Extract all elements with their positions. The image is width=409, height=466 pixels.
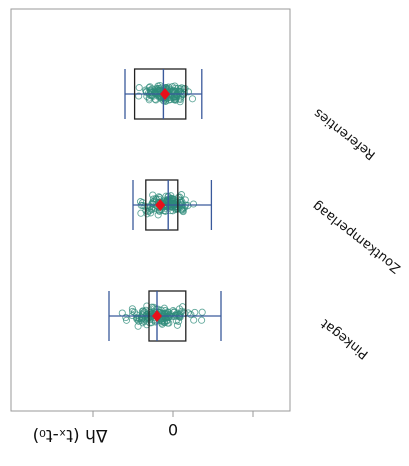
- data-point: [165, 311, 174, 319]
- data-point: [151, 89, 159, 97]
- data-point: [134, 322, 142, 330]
- plot-frame: [10, 8, 291, 412]
- data-point: [190, 316, 198, 324]
- x-tick-label: 0: [168, 420, 178, 439]
- data-point: [147, 209, 155, 217]
- data-point: [141, 202, 149, 210]
- box-iqr: [133, 68, 187, 120]
- data-point: [139, 311, 147, 319]
- data-point: [170, 200, 178, 208]
- data-point: [198, 316, 206, 324]
- x-axis-label: Δh (tₓ-t₀): [33, 425, 108, 445]
- category-label: Zoutkamperlaag: [310, 198, 404, 276]
- category-labels: Pinkegat Zoutkamperlaag Referenties: [310, 105, 404, 362]
- data-point: [122, 316, 131, 324]
- mean-marker: [152, 310, 162, 322]
- data-point: [188, 95, 197, 103]
- data-point: [198, 308, 206, 316]
- data-point: [135, 92, 143, 100]
- mean-marker: [155, 199, 166, 211]
- x-axis: 0: [92, 411, 254, 439]
- box-iqr: [148, 290, 187, 342]
- category-label: Referenties: [311, 105, 379, 162]
- data-point: [137, 209, 145, 217]
- data-point: [189, 200, 198, 208]
- data-point: [145, 96, 153, 104]
- data-point: [167, 96, 175, 104]
- data-point: [173, 321, 181, 329]
- data-point: [133, 311, 141, 319]
- data-point: [176, 311, 184, 319]
- mean-marker: [160, 88, 170, 100]
- category-label: Pinkegat: [318, 316, 371, 362]
- boxes: [108, 68, 222, 342]
- data-point: [122, 313, 130, 322]
- data-point: [135, 84, 143, 92]
- data-point: [171, 95, 179, 103]
- data-point: [139, 319, 147, 327]
- data-point: [160, 318, 168, 326]
- data-point: [143, 302, 151, 310]
- data-point: [128, 305, 136, 313]
- data-point: [154, 211, 162, 219]
- data-point: [154, 82, 162, 90]
- box-iqr: [145, 179, 179, 231]
